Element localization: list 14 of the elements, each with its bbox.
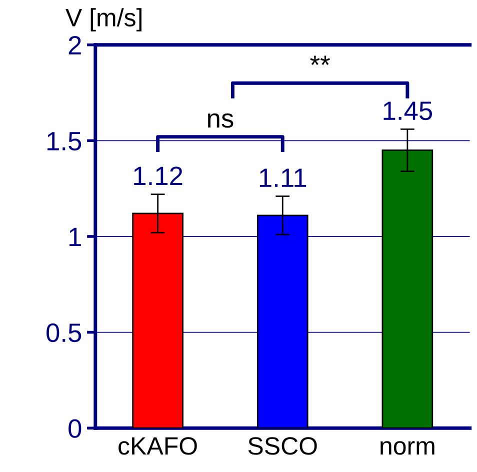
data-label: 1.45	[384, 102, 432, 120]
y-tick-label: 2	[68, 36, 81, 54]
data-label: 1.12	[134, 166, 182, 186]
y-tick-label: 0	[68, 419, 82, 438]
annotation: ns	[208, 113, 234, 128]
y-tick-label: 0.5	[46, 323, 82, 342]
x-tick-label: norm	[380, 441, 434, 455]
y-tick-label: 1.5	[48, 132, 82, 150]
y-axis-title: V [m/s]	[66, 8, 142, 32]
data-label: 1.11	[260, 168, 306, 187]
x-tick-label: cKAFO	[118, 437, 197, 455]
x-tick-label: SSCO	[248, 437, 317, 455]
annotation: **	[310, 56, 330, 65]
y-tick-label: 1	[70, 228, 81, 246]
